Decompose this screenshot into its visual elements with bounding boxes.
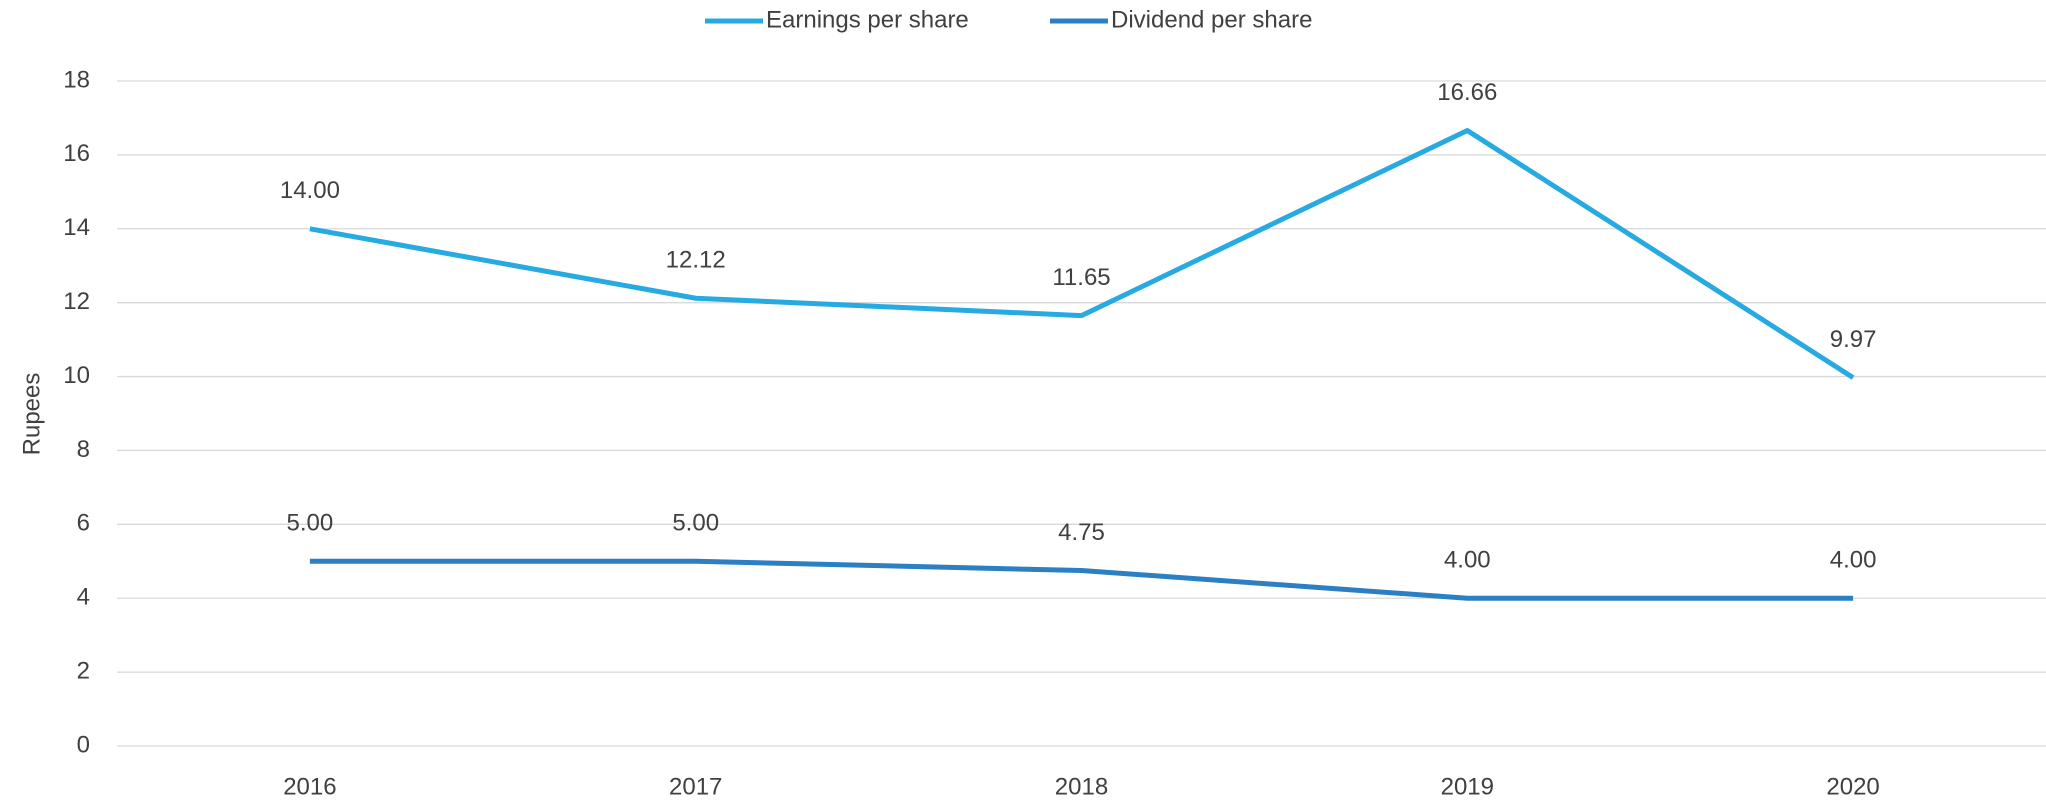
x-tick-label: 2020 bbox=[1826, 773, 1879, 800]
data-label: 16.66 bbox=[1437, 79, 1497, 106]
y-tick-label: 12 bbox=[63, 288, 90, 315]
x-tick-label: 2016 bbox=[283, 773, 336, 800]
data-label: 5.00 bbox=[672, 510, 719, 537]
y-tick-label: 8 bbox=[77, 436, 90, 463]
y-axis-label: Rupees bbox=[18, 373, 45, 456]
data-label: 4.75 bbox=[1058, 519, 1105, 546]
legend-label: Earnings per share bbox=[766, 6, 969, 33]
x-tick-label: 2017 bbox=[669, 773, 722, 800]
series-line bbox=[309, 128, 1855, 380]
y-tick-label: 2 bbox=[77, 657, 90, 684]
data-label: 5.00 bbox=[287, 510, 334, 537]
data-label: 4.00 bbox=[1830, 547, 1877, 574]
data-label: 12.12 bbox=[666, 247, 726, 274]
x-tick-label: 2019 bbox=[1441, 773, 1494, 800]
y-tick-label: 18 bbox=[63, 66, 90, 93]
series-line bbox=[309, 558, 1854, 601]
y-tick-label: 14 bbox=[63, 214, 90, 241]
data-label: 4.00 bbox=[1444, 547, 1491, 574]
data-label: 14.00 bbox=[280, 177, 340, 204]
y-tick-label: 10 bbox=[63, 362, 90, 389]
data-label: 11.65 bbox=[1052, 264, 1110, 291]
legend-label: Dividend per share bbox=[1111, 6, 1312, 33]
y-tick-label: 6 bbox=[77, 510, 90, 537]
y-tick-label: 16 bbox=[63, 140, 90, 167]
y-tick-label: 4 bbox=[77, 584, 90, 611]
x-tick-label: 2018 bbox=[1055, 773, 1108, 800]
y-tick-label: 0 bbox=[77, 731, 90, 758]
data-label: 9.97 bbox=[1830, 326, 1877, 353]
